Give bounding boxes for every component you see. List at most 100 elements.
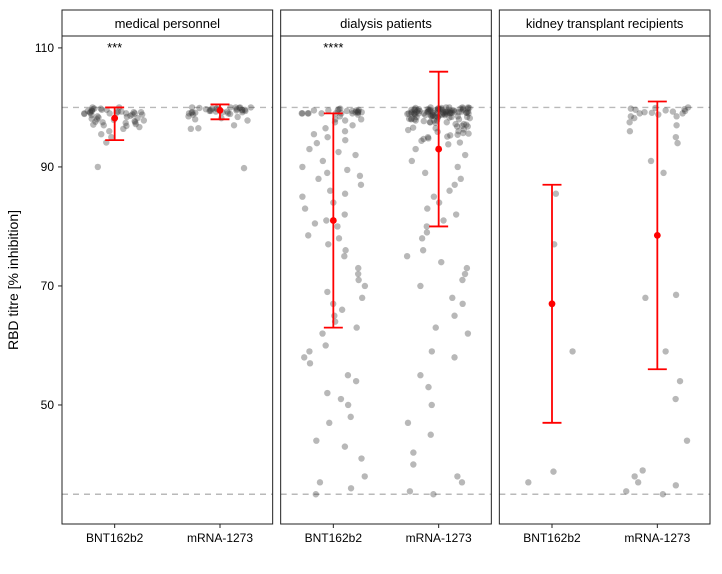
data-point <box>424 229 430 235</box>
y-tick-label: 90 <box>41 160 55 174</box>
data-point <box>462 152 468 158</box>
data-point <box>636 110 642 116</box>
data-point <box>248 104 254 110</box>
data-point <box>311 107 317 113</box>
data-point <box>462 271 468 277</box>
data-point <box>464 265 470 271</box>
data-point <box>192 116 198 122</box>
data-point <box>684 437 690 443</box>
data-point <box>305 232 311 238</box>
data-point <box>136 124 142 130</box>
data-point <box>344 167 350 173</box>
data-point <box>325 241 331 247</box>
data-point <box>553 191 559 197</box>
data-point <box>404 253 410 259</box>
data-point <box>673 482 679 488</box>
data-point <box>412 146 418 152</box>
data-point <box>416 108 422 114</box>
data-point <box>446 104 452 110</box>
data-point <box>342 117 348 123</box>
data-point <box>352 152 358 158</box>
data-point <box>336 235 342 241</box>
data-point <box>342 191 348 197</box>
data-point <box>138 109 144 115</box>
data-point <box>188 126 194 132</box>
mean-point <box>217 107 224 114</box>
data-point <box>306 348 312 354</box>
data-point <box>357 173 363 179</box>
x-tick-label: mRNA-1273 <box>187 531 253 545</box>
data-point <box>455 164 461 170</box>
data-point <box>239 109 245 115</box>
data-point <box>313 437 319 443</box>
data-point <box>460 130 466 136</box>
data-point <box>662 348 668 354</box>
data-point <box>362 283 368 289</box>
data-point <box>327 188 333 194</box>
data-point <box>451 354 457 360</box>
data-point <box>673 122 679 128</box>
data-point <box>417 372 423 378</box>
data-point <box>440 217 446 223</box>
data-point <box>452 108 458 114</box>
data-point <box>312 220 318 226</box>
data-point <box>444 133 450 139</box>
data-point <box>313 491 319 497</box>
data-point <box>324 390 330 396</box>
data-point <box>662 107 668 113</box>
data-point <box>420 247 426 253</box>
data-point <box>355 110 361 116</box>
data-point <box>438 259 444 265</box>
data-point <box>428 432 434 438</box>
data-point <box>341 253 347 259</box>
mean-point <box>435 146 442 153</box>
data-point <box>655 111 661 117</box>
data-point <box>441 111 447 117</box>
data-point <box>326 420 332 426</box>
data-point <box>241 165 247 171</box>
data-point <box>348 414 354 420</box>
data-point <box>660 170 666 176</box>
data-point <box>299 193 305 199</box>
data-point <box>342 137 348 143</box>
data-point <box>345 372 351 378</box>
data-point <box>569 348 575 354</box>
data-point <box>639 467 645 473</box>
facet-label: medical personnel <box>115 16 221 31</box>
data-point <box>342 443 348 449</box>
data-point <box>358 455 364 461</box>
data-point <box>525 479 531 485</box>
mean-point <box>654 232 661 239</box>
data-point <box>227 111 233 117</box>
data-point <box>120 126 126 132</box>
data-point <box>419 235 425 241</box>
data-point <box>451 313 457 319</box>
data-point <box>322 125 328 131</box>
facet-panel: dialysis patientsBNT162b2mRNA-1273**** <box>281 10 492 545</box>
data-point <box>660 491 666 497</box>
data-point <box>353 324 359 330</box>
data-point <box>338 396 344 402</box>
mean-point <box>549 300 556 307</box>
data-point <box>302 205 308 211</box>
data-point <box>324 134 330 140</box>
data-point <box>344 108 350 114</box>
significance-marker: *** <box>107 40 122 55</box>
chart-container: RBD titre [% inhibition]507090110medical… <box>0 0 722 574</box>
data-point <box>459 479 465 485</box>
data-point <box>359 295 365 301</box>
data-point <box>410 461 416 467</box>
y-tick-label: 110 <box>35 41 54 55</box>
data-point <box>672 396 678 402</box>
data-point <box>234 114 240 120</box>
data-point <box>631 473 637 479</box>
data-point <box>307 360 313 366</box>
data-point <box>648 158 654 164</box>
data-point <box>459 301 465 307</box>
data-point <box>409 158 415 164</box>
data-point <box>98 131 104 137</box>
data-point <box>418 138 424 144</box>
data-point <box>452 182 458 188</box>
data-point <box>334 223 340 229</box>
x-tick-label: BNT162b2 <box>86 531 144 545</box>
